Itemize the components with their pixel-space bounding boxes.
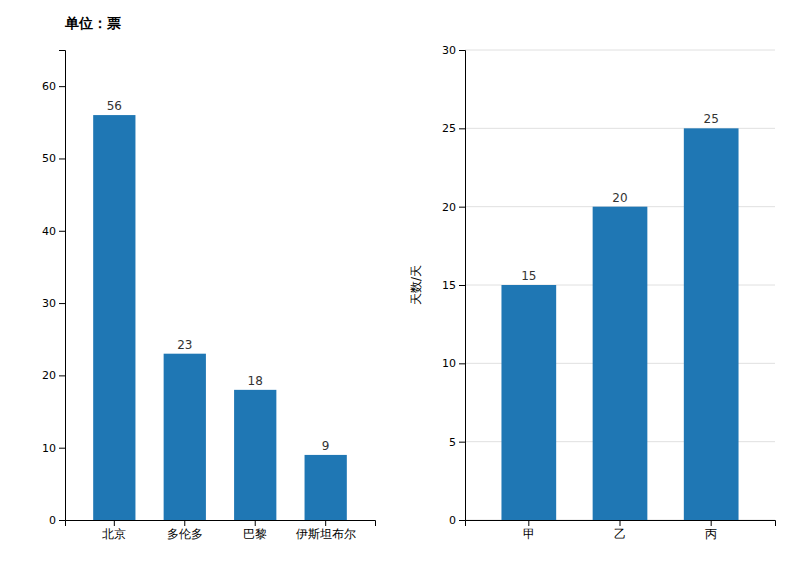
y-tick-mark (459, 207, 465, 208)
data-label: 20 (612, 191, 627, 205)
y-tick-mark (459, 128, 465, 129)
y-tick: 20 (442, 201, 465, 214)
y-tick-mark (59, 231, 65, 232)
y-tick: 25 (442, 122, 465, 135)
y-tick-label: 50 (42, 152, 56, 165)
x-tick-label: 多伦多 (167, 527, 203, 541)
x-tick-mark (711, 520, 712, 526)
data-label: 9 (322, 439, 330, 453)
y-axis: 0 10 20 30 40 50 60 (42, 51, 66, 528)
data-label: 25 (704, 112, 719, 126)
y-tick-label: 60 (42, 80, 56, 93)
bar (234, 390, 276, 520)
page: 北京多伦多巴黎伊斯坦布尔01020304050605623189单位：票甲乙丙0… (0, 0, 800, 565)
data-label: 18 (248, 374, 263, 388)
x-tick: 巴黎 (243, 520, 267, 541)
x-tick-label: 北京 (102, 527, 126, 541)
y-tick: 0 (49, 514, 65, 527)
bar (501, 285, 556, 520)
y-tick-label: 0 (49, 514, 56, 527)
x-tick-label: 乙 (614, 527, 626, 541)
y-tick-label: 25 (442, 122, 456, 135)
x-tick: 多伦多 (167, 520, 203, 541)
y-tick-label: 30 (42, 297, 56, 310)
x-tick-mark (255, 520, 256, 526)
x-tick-mark (620, 520, 621, 526)
x-tick: 甲 (523, 520, 535, 541)
grid (465, 50, 775, 520)
y-tick-mark (59, 86, 65, 87)
y-tick-mark (59, 375, 65, 376)
bar (305, 455, 347, 520)
x-tick-label: 伊斯坦布尔 (296, 527, 356, 541)
grid-line (465, 50, 775, 51)
data-labels: 56 23 18 9 (107, 99, 330, 453)
y-tick-label: 10 (42, 442, 56, 455)
y-tick: 40 (42, 225, 65, 238)
x-axis-line (66, 521, 376, 527)
x-tick-label: 丙 (705, 527, 717, 541)
y-tick-mark (459, 520, 465, 521)
y-tick-label: 30 (442, 44, 456, 57)
y-tick: 50 (42, 152, 65, 165)
x-axis-line (466, 521, 776, 527)
y-tick: 60 (42, 80, 65, 93)
bar (164, 354, 206, 520)
x-tick-mark (325, 520, 326, 526)
data-label: 15 (521, 269, 536, 283)
x-tick-mark (114, 520, 115, 526)
y-tick-label: 20 (42, 369, 56, 382)
y-tick: 20 (42, 369, 65, 382)
x-tick: 伊斯坦布尔 (296, 520, 356, 541)
x-tick: 乙 (614, 520, 626, 541)
y-tick: 10 (42, 442, 65, 455)
x-tick-mark (528, 520, 529, 526)
y-tick-mark (459, 363, 465, 364)
y-tick: 10 (442, 357, 465, 370)
y-tick-label: 15 (442, 279, 456, 292)
x-tick: 丙 (705, 520, 717, 541)
y-tick-mark (459, 285, 465, 286)
y-tick-mark (59, 158, 65, 159)
chart-panel: 甲 乙 丙 0 5 10 15 20 25 30 15 20 25 天数/天 (409, 44, 776, 541)
x-tick-label: 甲 (523, 527, 535, 541)
y-tick: 0 (449, 514, 465, 527)
y-axis-line (59, 51, 66, 521)
bar (93, 115, 135, 520)
bars (501, 128, 738, 520)
y-tick-mark (59, 448, 65, 449)
y-tick-label: 0 (449, 514, 456, 527)
x-tick-label: 巴黎 (243, 527, 267, 541)
x-tick: 北京 (102, 520, 126, 541)
y-tick-label: 5 (449, 436, 456, 449)
y-axis-title: 天数/天 (409, 265, 423, 305)
y-axis-line (459, 51, 466, 521)
y-tick-label: 10 (442, 357, 456, 370)
data-label: 23 (177, 338, 192, 352)
bar (684, 128, 739, 520)
data-label: 56 (107, 99, 122, 113)
chart-panel: 北京 多伦多 巴黎 伊斯坦布尔 0 10 20 30 40 50 60 56 23 18 9 单位：票 (42, 15, 376, 541)
x-axis: 甲乙丙 (466, 520, 776, 541)
data-labels: 15 20 25 (521, 112, 719, 283)
y-tick: 15 (442, 279, 465, 292)
y-axis: 0 5 10 15 20 25 30 (442, 44, 466, 527)
y-tick-label: 20 (442, 201, 456, 214)
y-tick-mark (459, 50, 465, 51)
y-tick: 30 (42, 297, 65, 310)
bars (93, 115, 347, 520)
x-axis: 北京 多伦多 巴黎 伊斯坦布尔 (66, 520, 376, 541)
y-tick-mark (59, 520, 65, 521)
y-tick-mark (459, 442, 465, 443)
y-tick: 5 (449, 436, 465, 449)
x-tick-mark (184, 520, 185, 526)
y-tick-mark (59, 303, 65, 304)
bar (593, 207, 648, 520)
chart-title: 单位：票 (64, 15, 121, 31)
y-tick-label: 40 (42, 225, 56, 238)
y-tick: 30 (442, 44, 465, 57)
